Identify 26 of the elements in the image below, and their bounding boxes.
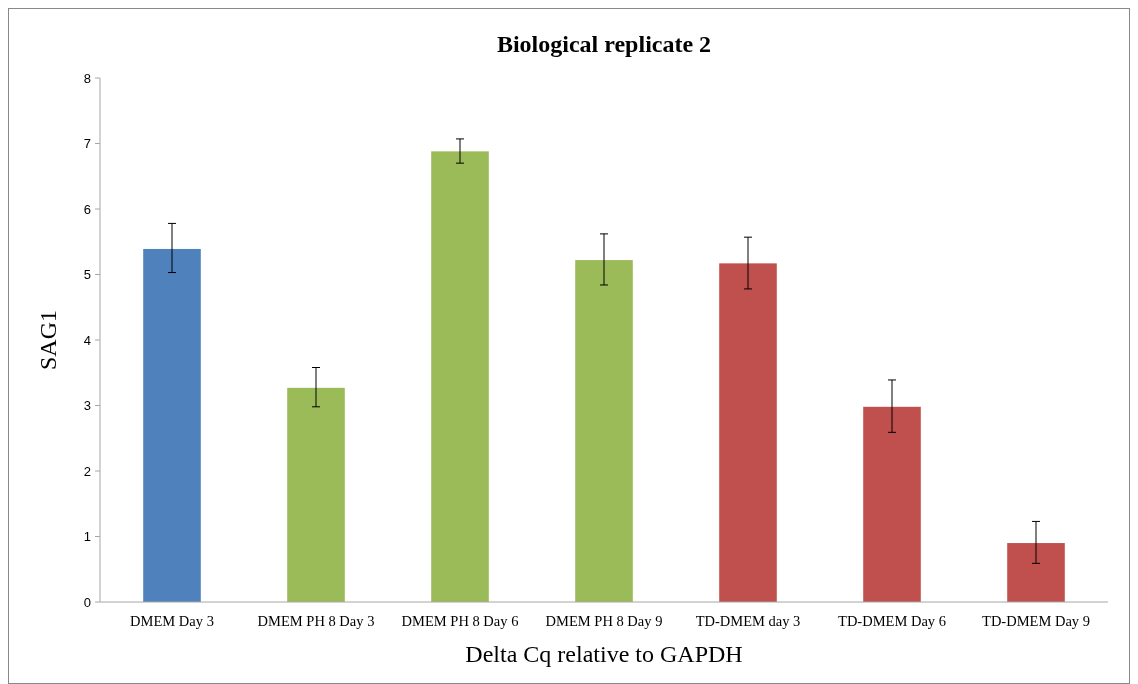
y-tick-label: 5 bbox=[83, 267, 91, 283]
bar bbox=[863, 406, 921, 602]
x-axis-title: Delta Cq relative to GAPDH bbox=[465, 641, 743, 667]
bar bbox=[1007, 543, 1065, 602]
y-axis-title: SAG1 bbox=[35, 309, 61, 371]
x-tick-label: DMEM PH 8 Day 3 bbox=[257, 613, 375, 629]
bar bbox=[143, 248, 201, 602]
bar bbox=[575, 260, 633, 602]
bar bbox=[719, 263, 777, 602]
x-tick-label: DMEM PH 8 Day 9 bbox=[545, 613, 663, 629]
x-tick-label: TD-DMEM day 3 bbox=[695, 613, 801, 629]
x-tick-label: DMEM Day 3 bbox=[130, 613, 214, 629]
y-tick-label: 6 bbox=[83, 201, 91, 217]
bar bbox=[287, 387, 345, 602]
y-tick-label: 7 bbox=[83, 136, 91, 152]
x-tick-label: TD-DMEM Day 6 bbox=[838, 613, 946, 629]
y-tick-label: 2 bbox=[83, 463, 91, 479]
y-tick-label: 0 bbox=[83, 594, 91, 610]
y-tick-label: 1 bbox=[83, 529, 91, 545]
y-tick-label: 3 bbox=[83, 398, 91, 414]
x-tick-label: TD-DMEM Day 9 bbox=[982, 613, 1090, 629]
chart-title: Biological replicate 2 bbox=[496, 31, 712, 57]
x-tick-label: DMEM PH 8 Day 6 bbox=[401, 613, 519, 629]
bar bbox=[431, 151, 489, 602]
y-tick-label: 4 bbox=[83, 332, 91, 348]
y-tick-label: 8 bbox=[83, 70, 91, 86]
